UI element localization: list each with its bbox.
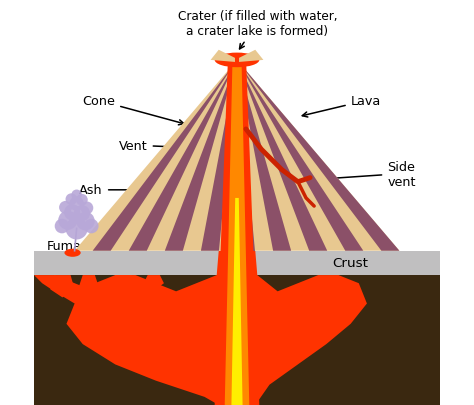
Circle shape: [55, 219, 69, 234]
Circle shape: [59, 201, 72, 214]
Polygon shape: [237, 61, 363, 251]
Text: Crust: Crust: [333, 257, 369, 270]
Text: Cone: Cone: [82, 95, 184, 126]
Polygon shape: [237, 61, 291, 251]
Circle shape: [58, 211, 78, 230]
Polygon shape: [129, 61, 237, 251]
Polygon shape: [34, 275, 440, 405]
Circle shape: [69, 197, 84, 211]
Circle shape: [65, 194, 77, 205]
Circle shape: [76, 212, 95, 231]
Circle shape: [72, 190, 82, 200]
Polygon shape: [237, 61, 400, 251]
Ellipse shape: [215, 53, 259, 68]
Polygon shape: [66, 251, 367, 405]
Polygon shape: [237, 61, 327, 251]
Circle shape: [81, 202, 93, 215]
Polygon shape: [225, 59, 249, 405]
Polygon shape: [231, 198, 243, 405]
Text: Side
vent: Side vent: [317, 160, 416, 188]
Polygon shape: [79, 275, 99, 296]
Ellipse shape: [64, 249, 81, 257]
Text: Vent: Vent: [119, 139, 224, 152]
Polygon shape: [34, 275, 107, 312]
Polygon shape: [237, 61, 255, 251]
Polygon shape: [34, 251, 440, 275]
Circle shape: [65, 218, 88, 240]
Polygon shape: [111, 275, 136, 292]
Text: Crater (if filled with water,
a crater lake is formed): Crater (if filled with water, a crater l…: [178, 10, 337, 50]
Text: Lava: Lava: [302, 95, 381, 118]
Polygon shape: [215, 57, 259, 405]
Polygon shape: [74, 61, 400, 251]
Polygon shape: [92, 61, 237, 251]
Text: Ash: Ash: [80, 184, 155, 197]
Polygon shape: [201, 61, 237, 251]
Circle shape: [73, 205, 90, 222]
Polygon shape: [50, 275, 74, 298]
Circle shape: [76, 194, 88, 206]
Polygon shape: [210, 51, 235, 63]
Circle shape: [84, 219, 99, 234]
Polygon shape: [239, 51, 264, 63]
Text: Fumarole: Fumarole: [47, 239, 106, 252]
Polygon shape: [165, 61, 237, 251]
Circle shape: [64, 205, 81, 221]
Polygon shape: [144, 275, 164, 290]
